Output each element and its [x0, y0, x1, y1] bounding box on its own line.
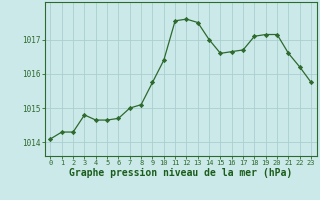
X-axis label: Graphe pression niveau de la mer (hPa): Graphe pression niveau de la mer (hPa) [69, 168, 292, 178]
